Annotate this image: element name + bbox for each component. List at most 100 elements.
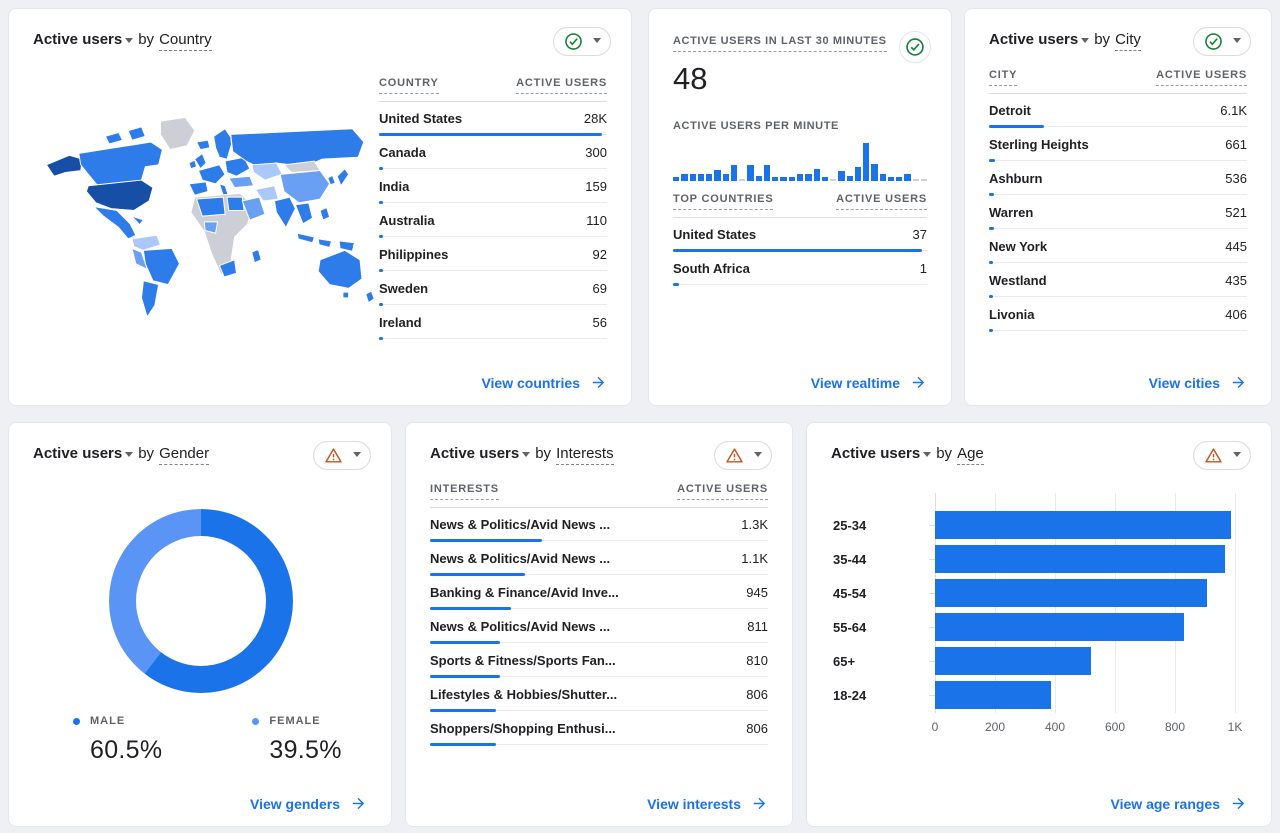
minute-bar — [879, 174, 886, 181]
dimension-selector[interactable]: Gender — [159, 445, 210, 465]
y-tick-mark — [929, 627, 935, 628]
row-label: Sports & Fitness/Sports Fan... — [430, 653, 616, 668]
minute-bar — [722, 174, 729, 181]
metric-selector[interactable]: Active users — [430, 445, 531, 462]
proportion-bar — [379, 269, 383, 272]
world-map-choropleth[interactable] — [37, 109, 379, 329]
minute-bar — [838, 171, 845, 181]
data-quality-button[interactable] — [553, 27, 611, 56]
city-table: CITY ACTIVE USERS Detroit 6.1K Sterling Heig… — [989, 69, 1247, 332]
table-row: Detroit 6.1K — [989, 94, 1247, 128]
table-row: United States 37 — [673, 218, 927, 252]
row-label: Warren — [989, 205, 1034, 220]
minute-bar — [772, 177, 779, 181]
title-by: by — [1094, 31, 1111, 48]
proportion-bar — [989, 295, 994, 298]
data-quality-button[interactable] — [1193, 27, 1251, 56]
row-value: 536 — [1225, 171, 1247, 186]
country-table: COUNTRY ACTIVE USERS United States 28K Canad… — [379, 77, 607, 340]
chevron-down-icon — [923, 452, 932, 457]
column-header: COUNTRY — [379, 77, 439, 94]
row-value: 1.1K — [741, 551, 768, 566]
card-active-users-by-age: Active users by Age 0 200 400 600 800 1K 25-34… — [806, 422, 1272, 827]
check-circle-icon — [906, 38, 924, 56]
row-value: 37 — [912, 227, 927, 242]
minute-bar — [805, 174, 812, 181]
table-row: Banking & Finance/Avid Inve... 945 — [430, 576, 768, 610]
row-value: 1.3K — [741, 517, 768, 532]
title-by: by — [535, 445, 552, 462]
card-active-users-by-city: Active users by City CITY ACTIVE USERS Det… — [964, 8, 1272, 406]
y-tick-mark — [929, 525, 935, 526]
minute-bar — [788, 177, 795, 181]
dimension-selector[interactable]: Country — [159, 31, 212, 51]
view-countries-link[interactable]: View countries — [481, 374, 607, 391]
chevron-down-icon — [1232, 38, 1241, 43]
proportion-bar — [430, 539, 542, 542]
table-row: New York 445 — [989, 230, 1247, 264]
dimension-selector[interactable]: Age — [957, 445, 984, 465]
table-row: Canada 300 — [379, 136, 607, 170]
age-bar — [935, 613, 1184, 641]
legend-female: FEMALE 39.5% — [252, 715, 341, 765]
proportion-bar — [379, 133, 603, 136]
minute-bar — [863, 143, 870, 181]
row-value: 806 — [746, 687, 768, 702]
warning-triangle-icon — [1204, 448, 1222, 463]
dimension-selector[interactable]: City — [1115, 31, 1141, 51]
table-row: News & Politics/Avid News ... 1.1K — [430, 542, 768, 576]
proportion-bar — [989, 227, 994, 230]
minute-bar — [887, 177, 895, 181]
row-value: 435 — [1225, 273, 1247, 288]
y-axis-label: 45-54 — [833, 586, 867, 601]
view-interests-link[interactable]: View interests — [647, 795, 768, 812]
chevron-down-icon — [352, 452, 361, 457]
age-bar — [935, 681, 1051, 709]
data-quality-button[interactable] — [1193, 441, 1251, 470]
metric-selector[interactable]: Active users — [831, 445, 932, 462]
arrow-forward-icon — [352, 797, 365, 810]
metric-selector[interactable]: Active users — [33, 31, 134, 48]
table-row: Livonia 406 — [989, 298, 1247, 332]
view-age-ranges-link[interactable]: View age ranges — [1111, 795, 1247, 812]
row-value: 945 — [746, 585, 768, 600]
x-tick-label: 400 — [1044, 720, 1066, 734]
age-bar-chart[interactable]: 0 200 400 600 800 1K 25-34 35-44 45-54 55-64 65+ 18… — [833, 493, 1242, 734]
x-tick-label: 200 — [984, 720, 1006, 734]
interests-table: INTERESTS ACTIVE USERS News & Politics/Avi… — [430, 483, 768, 746]
data-quality-badge[interactable] — [899, 31, 931, 63]
table-row: Ireland 56 — [379, 306, 607, 340]
table-row: Sterling Heights 661 — [989, 128, 1247, 162]
row-value: 521 — [1225, 205, 1247, 220]
card-title: Active users by Age — [831, 445, 1247, 465]
view-genders-link[interactable]: View genders — [250, 795, 367, 812]
metric-selector[interactable]: Active users — [33, 445, 134, 462]
y-axis-label: 35-44 — [833, 552, 867, 567]
view-realtime-link[interactable]: View realtime — [811, 374, 927, 391]
row-label: News & Politics/Avid News ... — [430, 551, 611, 566]
view-cities-link[interactable]: View cities — [1149, 374, 1247, 391]
card-active-users-by-gender: Active users by Gender MALE 60.5% FEMALE… — [8, 422, 392, 827]
table-row: Westland 435 — [989, 264, 1247, 298]
arrow-forward-icon — [753, 797, 766, 810]
row-value: 110 — [586, 213, 607, 228]
arrow-forward-icon — [1232, 797, 1245, 810]
metric-selector[interactable]: Active users — [989, 31, 1090, 48]
data-quality-button[interactable] — [313, 441, 371, 470]
active-users-per-minute-chart[interactable] — [673, 141, 928, 181]
row-value: 28K — [583, 111, 607, 126]
gridline — [1235, 493, 1236, 713]
gender-donut-chart[interactable] — [109, 509, 293, 693]
female-percentage: 39.5% — [269, 736, 342, 764]
gender-legend: MALE 60.5% FEMALE 39.5% — [73, 715, 342, 765]
data-quality-button[interactable] — [714, 441, 772, 470]
proportion-bar — [989, 329, 993, 332]
dimension-selector[interactable]: Interests — [556, 445, 614, 465]
age-bar — [935, 647, 1091, 675]
card-title: Active users by Country — [33, 31, 607, 51]
row-label: News & Politics/Avid News ... — [430, 619, 611, 634]
row-value: 300 — [585, 145, 607, 160]
minute-bar — [681, 174, 688, 181]
row-label: Ashburn — [989, 171, 1043, 186]
proportion-bar — [989, 159, 996, 162]
